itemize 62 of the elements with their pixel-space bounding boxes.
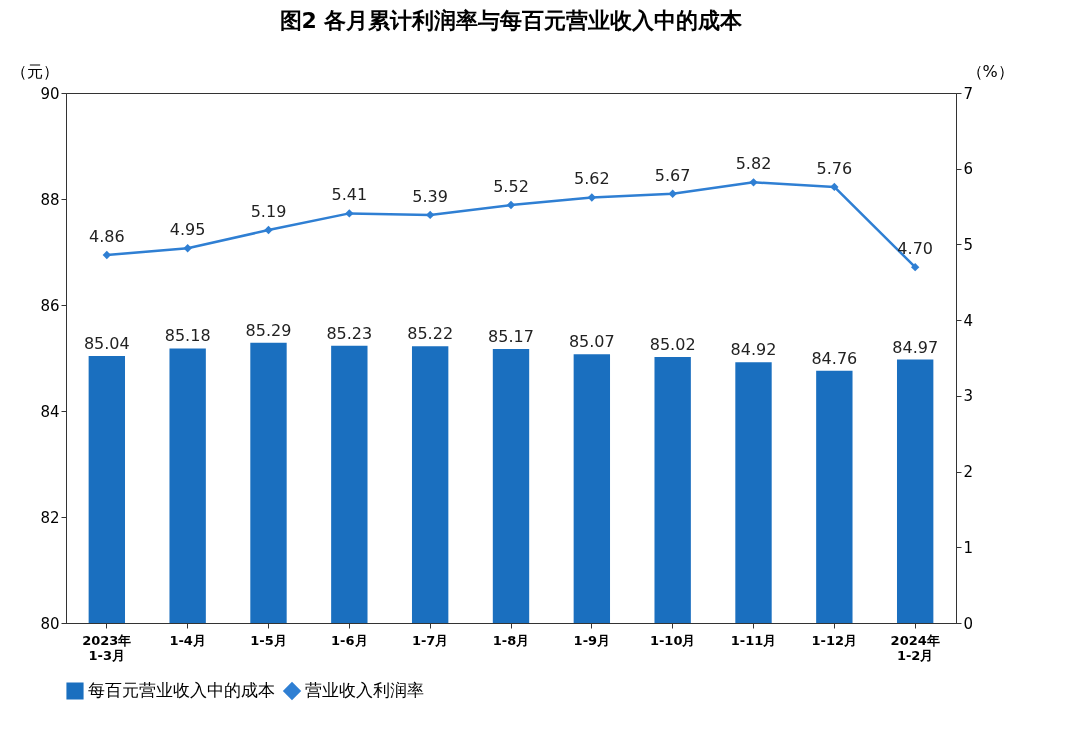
y2-tick-label: 6 bbox=[963, 160, 974, 179]
data-label: 5.67 bbox=[654, 165, 691, 185]
y2-tick-label: 7 bbox=[963, 84, 974, 103]
x-tick-label: 1-6月 bbox=[331, 632, 368, 648]
data-label: 84.97 bbox=[892, 337, 939, 357]
y2-tick-label: 0 bbox=[963, 614, 974, 633]
x-tick-label: 1-4月 bbox=[169, 632, 206, 648]
point bbox=[345, 209, 354, 218]
point bbox=[183, 244, 192, 253]
data-label: 85.07 bbox=[568, 332, 615, 352]
data-label: 5.19 bbox=[250, 202, 287, 222]
chart-title: 图2 各月累计利润率与每百元营业收入中的成本 bbox=[279, 8, 744, 33]
y2-tick-label: 3 bbox=[963, 387, 974, 406]
legend-label: 营业收入利润率 bbox=[305, 680, 424, 700]
data-label: 84.92 bbox=[730, 340, 777, 360]
x-tick-label: 1-5月 bbox=[250, 632, 287, 648]
data-label: 84.76 bbox=[811, 348, 858, 368]
y-tick-label: 86 bbox=[40, 296, 60, 315]
y-tick-label: 84 bbox=[40, 402, 60, 421]
data-label: 5.41 bbox=[331, 185, 368, 205]
point bbox=[830, 182, 839, 192]
data-label: 4.86 bbox=[89, 227, 125, 247]
x-tick-label: 1-11月 bbox=[730, 632, 777, 648]
data-label: 5.39 bbox=[412, 186, 448, 206]
y-tick-label: 80 bbox=[40, 614, 60, 633]
x-tick-label: 1-12月 bbox=[811, 632, 858, 648]
data-label: 85.17 bbox=[488, 326, 534, 346]
data-label: 5.62 bbox=[574, 169, 610, 189]
y2-tick-label: 4 bbox=[963, 311, 974, 330]
data-label: 5.76 bbox=[816, 158, 853, 178]
y-tick-label: 88 bbox=[40, 190, 60, 209]
data-label: 85.04 bbox=[83, 333, 130, 353]
y-tick-label: 82 bbox=[40, 508, 60, 527]
point bbox=[749, 178, 758, 187]
point bbox=[587, 193, 597, 202]
x-tick-label: 1-8月 bbox=[492, 632, 530, 648]
y2-tick-label: 5 bbox=[963, 235, 974, 254]
y2-tick-label: 2 bbox=[963, 463, 974, 482]
data-label: 85.23 bbox=[326, 323, 373, 343]
data-label: 5.52 bbox=[493, 177, 529, 197]
point bbox=[668, 189, 677, 198]
point bbox=[102, 250, 111, 260]
x-tick-label: 2024年 1-2月 bbox=[890, 632, 940, 663]
data-label: 5.82 bbox=[735, 154, 772, 174]
data-label: 4.95 bbox=[169, 220, 206, 240]
y-tick-label: 90 bbox=[40, 84, 60, 103]
point bbox=[506, 200, 516, 210]
x-tick-label: 2023年 1-3月 bbox=[82, 632, 132, 663]
x-tick-label: 1-7月 bbox=[411, 632, 449, 648]
legend-label: 每百元营业收入中的成本 bbox=[88, 680, 275, 700]
point bbox=[911, 262, 920, 272]
y-axis-title: （元） bbox=[10, 61, 59, 81]
y2-axis-title: （%） bbox=[966, 61, 1014, 81]
point bbox=[264, 225, 273, 235]
data-label: 85.18 bbox=[164, 326, 211, 346]
x-tick-label: 1-9月 bbox=[573, 632, 611, 648]
data-label: 85.02 bbox=[649, 334, 696, 354]
x-tick-label: 1-10月 bbox=[649, 632, 696, 648]
data-label: 85.29 bbox=[245, 320, 292, 340]
data-label: 4.70 bbox=[897, 239, 933, 259]
y2-tick-label: 1 bbox=[963, 538, 974, 557]
data-label: 85.22 bbox=[407, 324, 454, 344]
